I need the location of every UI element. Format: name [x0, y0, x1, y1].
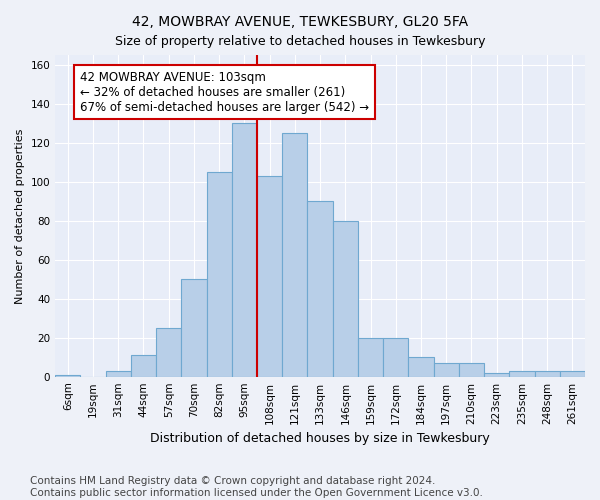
Bar [358, 338, 383, 376]
Bar [509, 371, 535, 376]
X-axis label: Distribution of detached houses by size in Tewkesbury: Distribution of detached houses by size … [150, 432, 490, 445]
Y-axis label: Number of detached properties: Number of detached properties [15, 128, 25, 304]
Bar [156, 328, 181, 376]
Bar [383, 338, 409, 376]
Text: Contains HM Land Registry data © Crown copyright and database right 2024.
Contai: Contains HM Land Registry data © Crown c… [30, 476, 483, 498]
Bar [459, 363, 484, 376]
Bar [181, 279, 206, 376]
Text: 42 MOWBRAY AVENUE: 103sqm
← 32% of detached houses are smaller (261)
67% of semi: 42 MOWBRAY AVENUE: 103sqm ← 32% of detac… [80, 70, 370, 114]
Text: Size of property relative to detached houses in Tewkesbury: Size of property relative to detached ho… [115, 35, 485, 48]
Bar [131, 355, 156, 376]
Bar [535, 371, 560, 376]
Bar [282, 133, 307, 376]
Bar [409, 357, 434, 376]
Bar [307, 201, 332, 376]
Bar [257, 176, 282, 376]
Bar [434, 363, 459, 376]
Bar [206, 172, 232, 376]
Bar [232, 123, 257, 376]
Text: 42, MOWBRAY AVENUE, TEWKESBURY, GL20 5FA: 42, MOWBRAY AVENUE, TEWKESBURY, GL20 5FA [132, 15, 468, 29]
Bar [106, 371, 131, 376]
Bar [484, 373, 509, 376]
Bar [332, 220, 358, 376]
Bar [560, 371, 585, 376]
Bar [55, 374, 80, 376]
